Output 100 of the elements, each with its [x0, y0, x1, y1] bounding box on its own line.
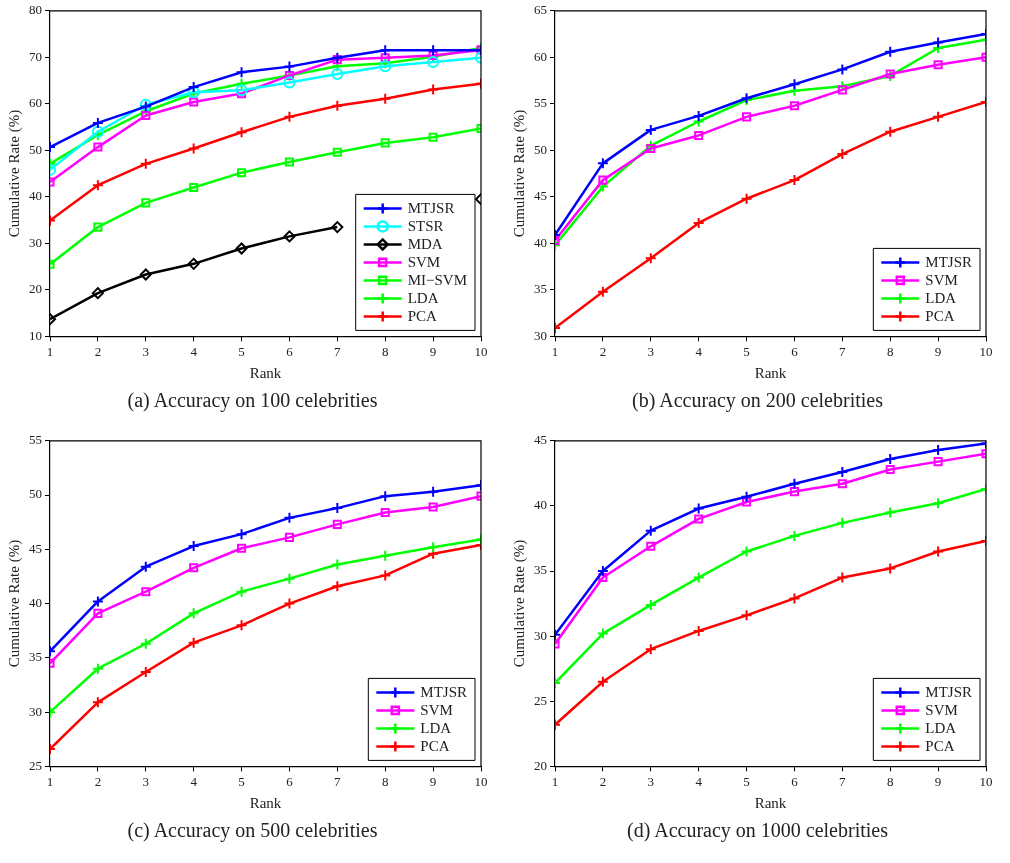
y-tick-label: 30: [29, 703, 42, 719]
y-axis-title: Cumulative Rate (%): [5, 539, 23, 668]
legend-label: PCA: [925, 308, 955, 325]
x-tick-label: 7: [839, 773, 847, 789]
y-tick-label: 50: [534, 141, 547, 157]
y-tick-label: 40: [534, 497, 547, 513]
legend-label: LDA: [925, 290, 957, 307]
legend-label: SVM: [407, 254, 441, 271]
x-tick-label: 9: [934, 343, 942, 359]
x-tick-label: 7: [334, 343, 342, 359]
x-tick-label: 6: [286, 773, 294, 789]
x-tick-label: 2: [599, 343, 607, 359]
x-tick-label: 1: [46, 773, 54, 789]
y-tick-label: 35: [534, 562, 547, 578]
legend-label: STSR: [407, 218, 444, 235]
x-tick-label: 5: [743, 773, 750, 789]
legend-label: PCA: [420, 738, 450, 755]
legend-label: SVM: [420, 702, 453, 719]
legend-label: SVM: [925, 272, 958, 289]
x-tick-label: 9: [429, 343, 437, 359]
x-tick-label: 4: [695, 773, 703, 789]
x-tick-label: 3: [142, 773, 150, 789]
y-tick-label: 80: [29, 2, 42, 18]
y-tick-label: 10: [29, 327, 42, 343]
x-tick-label: 3: [647, 343, 655, 359]
legend-label: PCA: [925, 738, 955, 755]
x-axis-title: Rank: [249, 794, 282, 811]
x-tick-label: 3: [142, 343, 150, 359]
text: (b) Accuracy on 200 celebrities: [631, 389, 884, 412]
y-tick-label: 30: [534, 327, 547, 343]
y-tick-label: 70: [29, 48, 42, 64]
x-tick-label: 2: [94, 343, 102, 359]
y-tick-label: 40: [534, 234, 547, 250]
x-tick-label: 10: [979, 773, 993, 789]
y-tick-label: 65: [534, 2, 547, 18]
x-tick-label: 1: [551, 773, 559, 789]
legend-label: MTJSR: [925, 684, 972, 701]
legend-label: SVM: [925, 702, 958, 719]
x-tick-label: 9: [429, 773, 437, 789]
x-tick-label: 4: [190, 343, 198, 359]
legend-label: LDA: [420, 720, 452, 737]
y-tick-label: 20: [29, 281, 42, 297]
y-tick-label: 40: [29, 188, 42, 204]
text: (d) Accuracy on 1000 celebrities: [626, 819, 889, 842]
x-tick-label: 8: [381, 773, 389, 789]
x-tick-label: 6: [286, 343, 294, 359]
legend-label: MTJSR: [420, 684, 467, 701]
y-axis-title: Cumulative Rate (%): [510, 539, 528, 668]
y-tick-label: 45: [534, 188, 547, 204]
x-tick-label: 7: [839, 343, 847, 359]
x-axis-title: Rank: [249, 364, 282, 381]
legend-label: PCA: [407, 308, 438, 325]
y-tick-label: 50: [29, 141, 42, 157]
y-tick-label: 30: [534, 627, 547, 643]
x-tick-label: 10: [474, 773, 488, 789]
x-tick-label: 6: [791, 773, 799, 789]
y-tick-label: 45: [29, 540, 42, 556]
x-tick-label: 2: [599, 773, 607, 789]
x-tick-label: 8: [886, 773, 894, 789]
y-tick-label: 35: [29, 649, 42, 665]
x-tick-label: 5: [238, 773, 245, 789]
x-tick-label: 1: [551, 343, 559, 359]
x-tick-label: 4: [695, 343, 703, 359]
x-tick-label: 1: [46, 343, 54, 359]
x-axis-title: Rank: [754, 794, 787, 811]
y-tick-label: 55: [29, 432, 42, 448]
y-tick-label: 60: [534, 48, 547, 64]
y-tick-label: 30: [29, 234, 42, 250]
y-tick-label: 45: [534, 432, 547, 448]
text: (c) Accuracy on 500 celebrities: [126, 819, 379, 842]
legend-label: LDA: [925, 720, 957, 737]
y-axis-title: Cumulative Rate (%): [5, 109, 23, 238]
x-tick-label: 4: [190, 773, 198, 789]
x-tick-label: 6: [791, 343, 799, 359]
x-tick-label: 5: [238, 343, 245, 359]
legend-label: MTJSR: [407, 200, 455, 217]
x-tick-label: 3: [647, 773, 655, 789]
y-tick-label: 20: [534, 757, 547, 773]
legend-label: MDA: [407, 236, 443, 253]
x-tick-label: 8: [886, 343, 894, 359]
y-tick-label: 25: [534, 692, 547, 708]
y-tick-label: 35: [534, 281, 547, 297]
x-tick-label: 8: [381, 343, 389, 359]
x-tick-label: 5: [743, 343, 750, 359]
y-tick-label: 55: [534, 95, 547, 111]
x-tick-label: 10: [979, 343, 993, 359]
legend-label: LDA: [407, 290, 439, 307]
y-tick-label: 40: [29, 595, 42, 611]
y-tick-label: 60: [29, 95, 42, 111]
x-tick-label: 9: [934, 773, 942, 789]
x-tick-label: 7: [334, 773, 342, 789]
legend-label: MTJSR: [925, 254, 972, 271]
y-tick-label: 25: [29, 757, 42, 773]
y-tick-label: 50: [29, 486, 42, 502]
legend-label: MI−SVM: [407, 272, 468, 289]
x-axis-title: Rank: [754, 364, 787, 381]
y-axis-title: Cumulative Rate (%): [510, 109, 528, 238]
text: (a) Accuracy on 100 celebrities: [126, 389, 379, 412]
x-tick-label: 2: [94, 773, 102, 789]
x-tick-label: 10: [474, 343, 488, 359]
